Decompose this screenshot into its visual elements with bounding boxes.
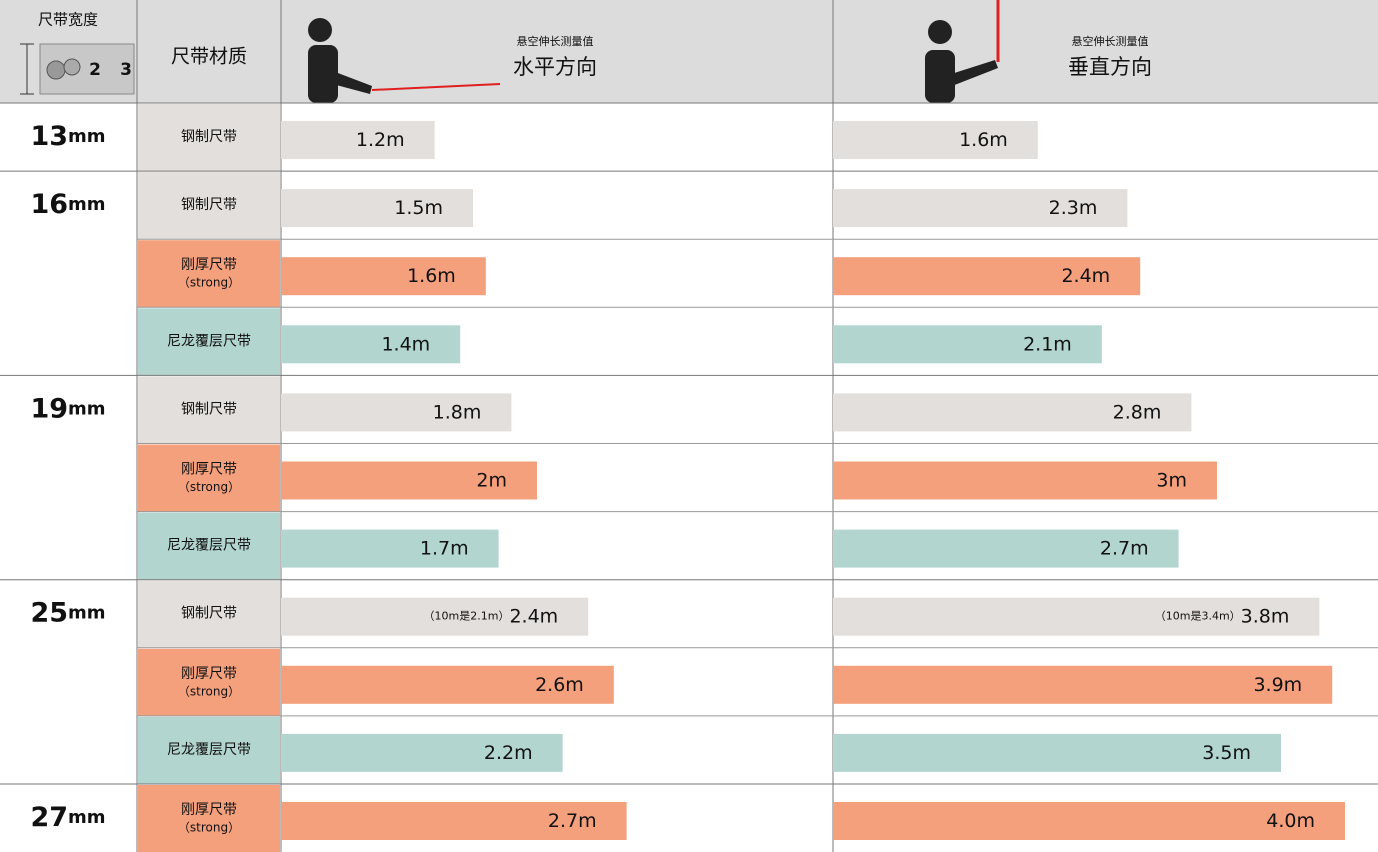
value-label: 2m [476, 469, 507, 491]
width-label: 25mm [30, 597, 105, 628]
value-text: 1.7m [420, 537, 469, 559]
column-title: 垂直方向 [1068, 55, 1152, 79]
bar [281, 325, 460, 363]
value-label: 4.0m [1266, 810, 1315, 832]
width-label: 19mm [30, 393, 105, 424]
width-label: 27mm [30, 802, 105, 833]
width-label: 16mm [30, 189, 105, 220]
material: 尼龙覆层尺带 [167, 742, 251, 758]
material: 钢制尺带 [181, 129, 237, 145]
value-label: 1.4m [381, 333, 430, 355]
width-number: 19 [30, 393, 68, 424]
value-text: 2.4m [1061, 265, 1110, 287]
value-label: 3.8m [1241, 605, 1290, 627]
tape-digit: 3 [120, 60, 132, 80]
material: 刚厚尺带 [181, 666, 237, 682]
page: 尺带宽度 2 3 尺带材质 悬空伸长测量值 水平方向 悬空伸长测量值 垂直方向 … [0, 0, 1378, 852]
material: 钢制尺带 [181, 197, 237, 213]
tape-digit: 2 [89, 60, 101, 80]
value-label: 2.2m [484, 741, 533, 763]
material-note: （strong） [178, 480, 240, 494]
value-label: 2.1m [1023, 333, 1072, 355]
bar [281, 189, 473, 227]
material-note: （strong） [178, 684, 240, 698]
value-text: 2.6m [535, 673, 584, 695]
material: 尼龙覆层尺带 [167, 333, 251, 349]
value-text: 2.1m [1023, 333, 1072, 355]
value-label: 2.3m [1049, 197, 1098, 219]
value-text: 2.2m [484, 741, 533, 763]
value-text: 1.2m [356, 129, 405, 151]
value-text: 3.5m [1202, 741, 1251, 763]
value-label: 2.7m [1100, 537, 1149, 559]
value-label: 3.5m [1202, 741, 1251, 763]
value-label: 1.7m [420, 537, 469, 559]
material-title: 尺带材质 [171, 46, 247, 68]
material: 刚厚尺带 [181, 462, 237, 478]
value-text: 4.0m [1266, 810, 1315, 832]
value-label: 1.8m [433, 401, 482, 423]
column-subtitle: 悬空伸长测量值 [517, 34, 594, 48]
value-text: 1.8m [433, 401, 482, 423]
value-label: 1.5m [394, 197, 443, 219]
width-unit: mm [68, 126, 106, 147]
width-label: 13mm [30, 121, 105, 152]
value-text: 1.6m [407, 265, 456, 287]
width-number: 27 [30, 802, 68, 833]
value-label: 2.6m [535, 673, 584, 695]
width-number: 25 [30, 597, 68, 628]
material: 尼龙覆层尺带 [167, 538, 251, 554]
width-unit: mm [68, 603, 106, 624]
width-unit: mm [68, 194, 106, 215]
value-label: 2.4m [1061, 265, 1110, 287]
value-text: 1.6m [959, 129, 1008, 151]
value-note: （10m是2.1m） [424, 610, 510, 623]
material: 钢制尺带 [181, 401, 237, 417]
width-title: 尺带宽度 [38, 11, 98, 29]
value-label: 3.9m [1253, 673, 1302, 695]
material-cell [138, 445, 280, 512]
chart: 尺带宽度 2 3 尺带材质 悬空伸长测量值 水平方向 悬空伸长测量值 垂直方向 … [0, 0, 1378, 852]
value-text: 2.3m [1049, 197, 1098, 219]
value-text: 3m [1156, 469, 1187, 491]
value-text: 2.7m [1100, 537, 1149, 559]
value-label: 2.8m [1113, 401, 1162, 423]
value-label: 1.6m [407, 265, 456, 287]
material: 刚厚尺带 [181, 802, 237, 818]
material-cell [138, 785, 280, 852]
value-label: 2.7m [548, 810, 597, 832]
column-title: 水平方向 [513, 55, 597, 79]
value-text: 2.8m [1113, 401, 1162, 423]
material-cell [138, 649, 280, 716]
value-label: 2.4m [509, 605, 558, 627]
width-unit: mm [68, 807, 106, 828]
width-number: 13 [30, 121, 68, 152]
value-text: 3.9m [1253, 673, 1302, 695]
value-label: 3m [1156, 469, 1187, 491]
value-text: 1.5m [394, 197, 443, 219]
width-number: 16 [30, 189, 68, 220]
column-subtitle: 悬空伸长测量值 [1072, 34, 1149, 48]
value-note: （10m是3.4m） [1155, 610, 1241, 623]
value-label: 1.2m [356, 129, 405, 151]
material: 钢制尺带 [181, 606, 237, 622]
value-text: 1.4m [381, 333, 430, 355]
width-unit: mm [68, 398, 106, 419]
value-text: 2.7m [548, 810, 597, 832]
material: 刚厚尺带 [181, 257, 237, 273]
material-note: （strong） [178, 276, 240, 290]
value-text: 2m [476, 469, 507, 491]
material-note: （strong） [178, 821, 240, 835]
value-label: 1.6m [959, 129, 1008, 151]
material-cell [138, 240, 280, 307]
